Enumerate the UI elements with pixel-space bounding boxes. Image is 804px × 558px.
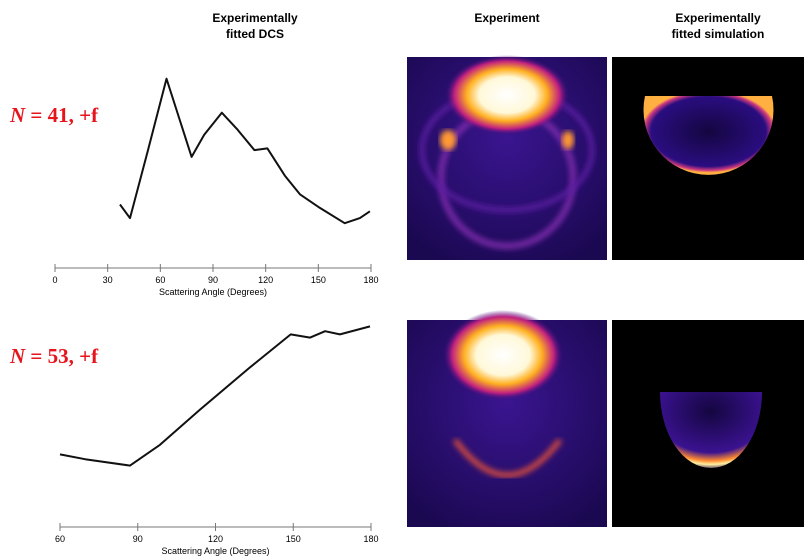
x-tick-label: 60 <box>55 534 65 544</box>
simulation-image <box>612 320 804 527</box>
header: Experiment <box>474 11 539 25</box>
header: fitted simulation <box>672 27 765 41</box>
x-tick-label: 90 <box>133 534 143 544</box>
row-label: N = 41, +f <box>9 103 99 127</box>
x-tick-label: 30 <box>103 275 113 285</box>
header: Experimentally <box>212 11 298 25</box>
data-line <box>119 77 371 225</box>
x-tick-label: 150 <box>311 275 326 285</box>
label-text: = 53, +f <box>30 344 99 368</box>
x-tick-label: 180 <box>363 275 378 285</box>
experiment-image <box>407 55 607 260</box>
x-tick-label: 0 <box>52 275 57 285</box>
x-tick-label: 120 <box>208 534 223 544</box>
symbol: N <box>9 344 26 368</box>
x-tick-label: 90 <box>208 275 218 285</box>
simulation-image <box>612 57 804 260</box>
x-tick-label: 180 <box>363 534 378 544</box>
row-label: N = 53, +f <box>9 344 99 368</box>
experiment-image <box>407 310 607 527</box>
symbol: N <box>9 103 26 127</box>
x-tick-label: 120 <box>258 275 273 285</box>
x-axis-label: Scattering Angle (Degrees) <box>161 546 269 556</box>
header: fitted DCS <box>226 27 284 41</box>
label-text: = 41, +f <box>30 103 99 127</box>
header: Experimentally <box>675 11 761 25</box>
x-axis-label: Scattering Angle (Degrees) <box>159 287 267 297</box>
data-line <box>59 325 371 467</box>
x-tick-label: 150 <box>286 534 301 544</box>
x-tick-label: 60 <box>155 275 165 285</box>
column-headers: Experimentally fitted DCS Experiment Exp… <box>212 11 764 41</box>
